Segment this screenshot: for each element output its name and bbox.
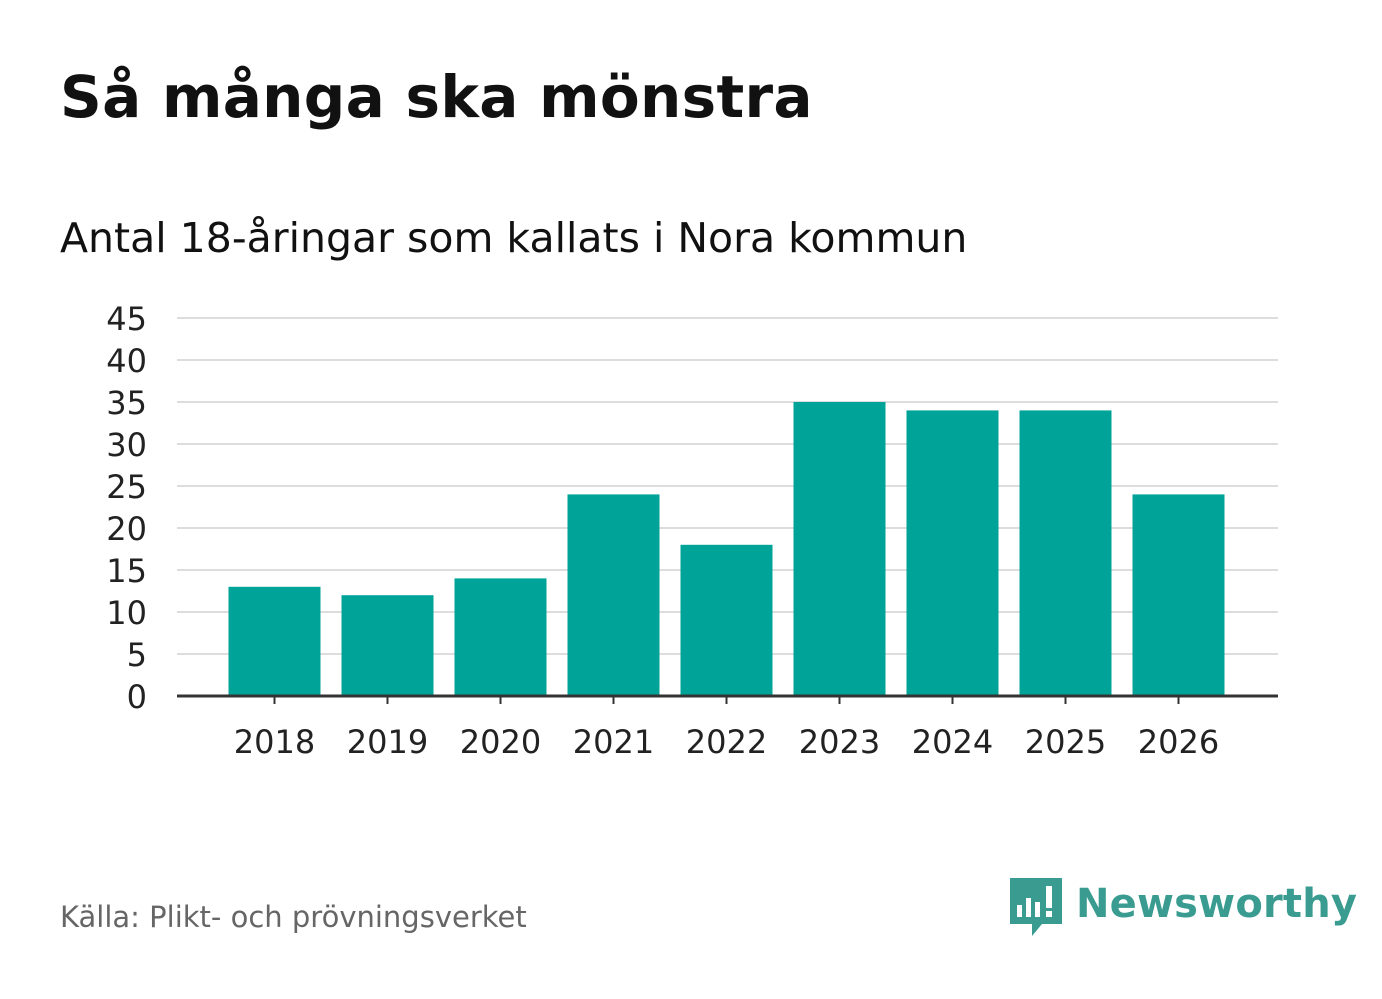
y-tick-label: 35 [106,384,147,422]
y-axis-ticks: 0 5 10 15 20 25 30 35 40 45 [106,300,147,716]
bar-2021[interactable] [567,494,660,696]
brand-name: Newsworthy [1076,881,1358,927]
y-tick-label: 0 [127,678,147,716]
y-tick-label: 30 [106,426,147,464]
bar-2026[interactable] [1132,494,1225,696]
x-tick-label: 2024 [912,723,993,761]
x-tick-label: 2020 [460,723,541,761]
chart-subtitle: Antal 18-åringar som kallats i Nora komm… [60,214,968,262]
bar-2022[interactable] [680,544,773,696]
y-tick-label: 15 [106,552,147,590]
bar-2018[interactable] [228,586,321,696]
x-tick-label: 2026 [1138,723,1219,761]
bar-2020[interactable] [454,578,547,696]
x-tick-label: 2018 [234,723,315,761]
bar-2024[interactable] [906,410,999,696]
bars [228,402,1225,696]
y-tick-label: 45 [106,300,147,338]
y-tick-label: 5 [127,636,147,674]
x-axis-ticks: 2018 2019 2020 2021 2022 2023 2024 2025 2026 [234,696,1219,761]
y-tick-label: 40 [106,342,147,380]
x-tick-label: 2023 [799,723,880,761]
brand-logo[interactable]: Newsworthy [1010,878,1357,942]
x-tick-label: 2025 [1025,723,1106,761]
bar-2019[interactable] [341,595,434,696]
chart-title: Så många ska mönstra [60,63,813,131]
x-tick-label: 2019 [347,723,428,761]
y-tick-label: 20 [106,510,147,548]
source-note: Källa: Plikt- och prövningsverket [60,900,527,934]
newsworthy-logo-icon [1010,878,1062,936]
bar-2023[interactable] [793,402,886,696]
x-tick-label: 2021 [573,723,654,761]
y-tick-label: 25 [106,468,147,506]
y-tick-label: 10 [106,594,147,632]
x-tick-label: 2022 [686,723,767,761]
bar-2025[interactable] [1019,410,1112,696]
